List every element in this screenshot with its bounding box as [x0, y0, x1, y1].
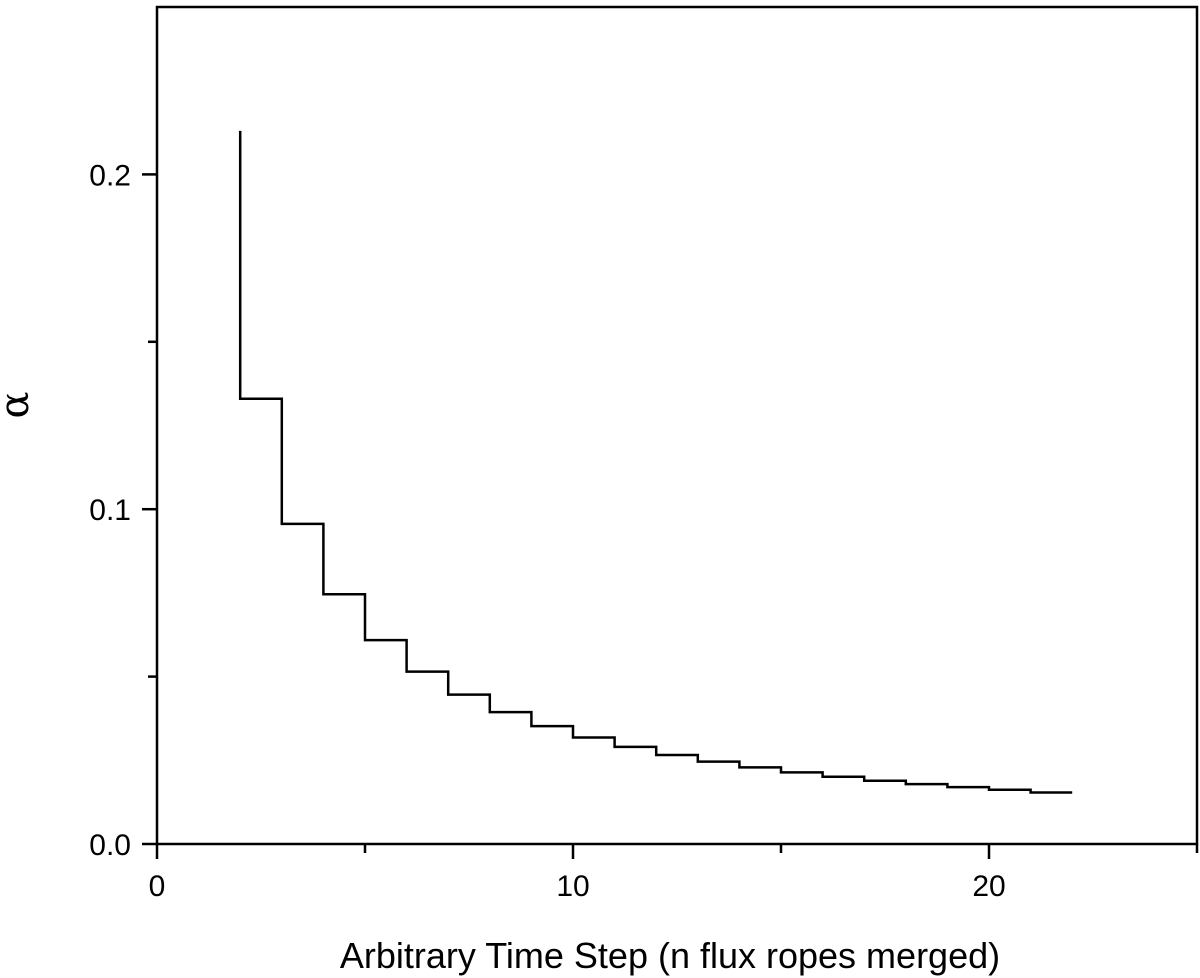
x-tick-label: 20	[972, 870, 1005, 903]
y-axis-title: α	[0, 391, 38, 418]
y-tick-label: 0.2	[89, 159, 131, 192]
series-step-line	[238, 130, 1073, 794]
x-axis-tick-labels: 0 10 20	[149, 870, 1006, 903]
y-axis-tick-labels: 0.0 0.1 0.2	[89, 159, 131, 862]
y-tick-label: 0.1	[89, 494, 131, 527]
plot-frame	[155, 5, 1199, 846]
y-tick-label: 0.0	[89, 829, 131, 862]
x-tick-label: 10	[556, 870, 589, 903]
x-tick-label: 0	[149, 870, 166, 903]
x-axis-ticks	[155, 844, 1199, 859]
y-axis-ticks	[142, 173, 157, 846]
x-axis-title: Arbitrary Time Step (n flux ropes merged…	[340, 935, 1000, 976]
